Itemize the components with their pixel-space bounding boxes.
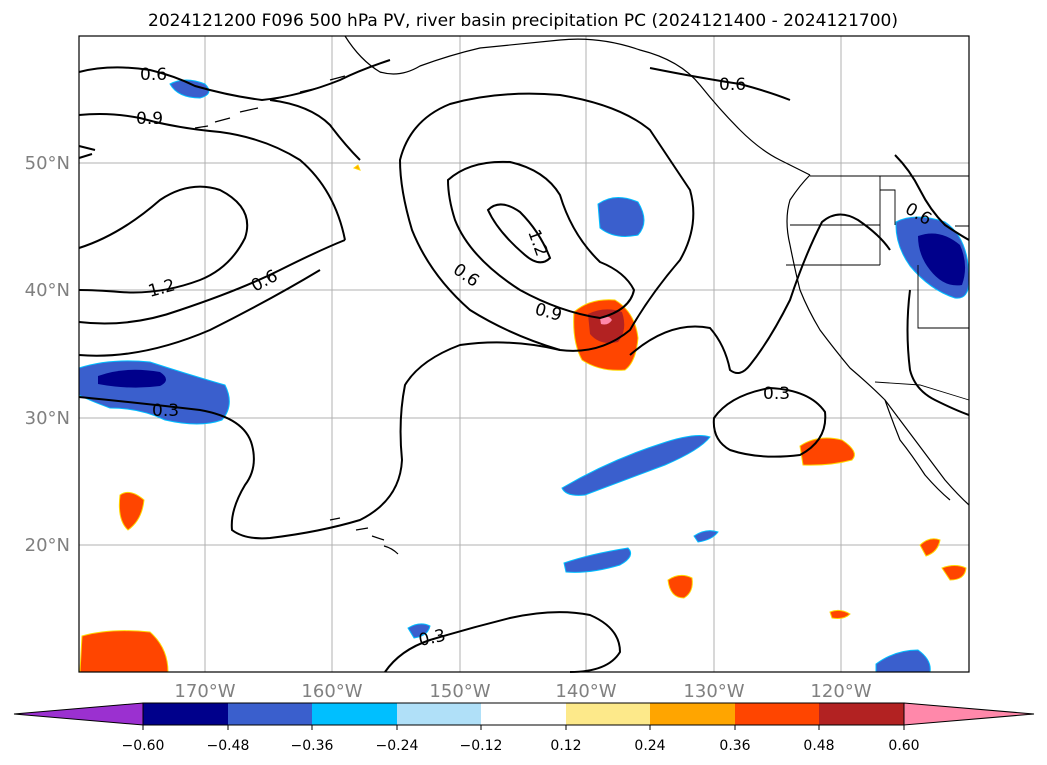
lon-label-150w: 150°W: [429, 681, 490, 702]
neg-patch-baja: [875, 649, 931, 673]
colorbar-segment-8: [735, 703, 819, 725]
pos-patch-small-3: [941, 565, 967, 581]
contour-0.3-west: [78, 341, 561, 540]
contour-label-10: 0.3: [152, 401, 179, 421]
contour-0.3-east-loop: [712, 386, 827, 458]
colorbar-segment-2: [228, 703, 312, 725]
state-ca-nv: [879, 176, 969, 329]
colorbar-tick-labels: −0.60 −0.48 −0.36 −0.24 −0.12 0.12 0.24 …: [122, 738, 920, 754]
pos-patch-west-small: [118, 491, 145, 531]
colorbar-tick-label-5: −0.12: [460, 738, 503, 754]
neg-patch-small-band: [563, 547, 632, 573]
lon-label-160w: 160°W: [301, 681, 362, 702]
colorbar-tick-label-7: 0.24: [634, 738, 665, 754]
colorbar-frame: [142, 702, 905, 726]
contour-central-0.6-drop: [629, 213, 891, 375]
lat-label-50: 50°N: [25, 153, 70, 174]
hawaii-islands: [329, 517, 399, 555]
contour-central-0.6-outer: [398, 92, 695, 352]
colorbar-segment-7: [650, 703, 735, 725]
latitude-labels: 50°N 40°N 30°N 20°N: [25, 153, 70, 556]
pos-patch-tiny-dot: [352, 164, 361, 171]
political-boundaries: [786, 175, 970, 401]
north-america-coast: [786, 174, 970, 506]
colorbar-segment-4: [397, 703, 481, 725]
neg-patch-small-south: [407, 623, 431, 639]
lon-label-170w: 170°W: [174, 681, 235, 702]
contour-central-0.9: [446, 160, 636, 320]
colorbar-tick-label-1: −0.60: [122, 738, 165, 754]
colorbar-segment-1: [143, 703, 228, 725]
mexico-border: [874, 381, 970, 401]
colorbar-tick-label-6: 0.12: [550, 738, 581, 754]
contour-label-2: 0.9: [136, 109, 163, 129]
contour-central-0.6: [269, 99, 361, 161]
pos-patch-hawaii-ne: [667, 574, 693, 599]
contour-0.6-north: [78, 59, 391, 102]
neg-patch-nw-us-core: [918, 233, 966, 286]
colorbar-tick-label-10: 0.60: [888, 738, 919, 754]
contour-label-11: 0.3: [763, 384, 790, 404]
state-idaho: [880, 189, 969, 227]
contour-0.6-west-loop: [78, 269, 321, 357]
colorbar-tick-label-3: −0.36: [291, 738, 334, 754]
colorbar-ticks: [142, 725, 905, 730]
colorbar-tick-label-9: 0.48: [803, 738, 834, 754]
lat-label-30: 30°N: [25, 408, 70, 429]
neg-patch-gulf: [597, 197, 645, 237]
colorbar-extend-left: [13, 702, 144, 726]
colorbar-tick-label-2: −0.48: [207, 738, 250, 754]
pv-contours: [78, 59, 970, 673]
contour-0.9-outer: [78, 113, 346, 241]
colorbar-segment-3: [312, 703, 397, 725]
pos-patch-sw: [79, 630, 169, 673]
colorbar-extend-right: [903, 702, 1035, 726]
contour-label-1: 0.6: [140, 65, 167, 85]
contour-0.6-north-east: [649, 67, 791, 101]
contour-0.9-west-loop: [78, 239, 346, 325]
colorbar-segment-6: [566, 703, 650, 725]
neg-patch-aleutian: [169, 79, 210, 99]
colorbar-segment-9: [819, 703, 904, 725]
neg-patch-tiny: [693, 530, 719, 543]
map-border: [78, 35, 970, 673]
colorbar-tick-label-4: −0.24: [376, 738, 419, 754]
colorbar-tick-label-8: 0.36: [719, 738, 750, 754]
map-title: 2024121200 F096 500 hPa PV, river basin …: [148, 11, 898, 31]
contour-label-3: 0.6: [719, 75, 746, 95]
contour-0.3-south: [384, 611, 622, 673]
lat-label-40: 40°N: [25, 280, 70, 301]
pos-patch-small-1: [829, 609, 851, 619]
lat-label-20: 20°N: [25, 535, 70, 556]
lon-label-120w: 120°W: [810, 681, 871, 702]
neg-patch-west-core: [98, 369, 166, 388]
contour-0.9-west: [78, 145, 96, 159]
negative-precip-shading: [78, 79, 970, 673]
neg-patch-band: [561, 435, 711, 496]
contour-east-edge: [894, 154, 970, 241]
lon-label-140w: 140°W: [555, 681, 616, 702]
lon-label-130w: 130°W: [683, 681, 744, 702]
alaska-coast: [344, 35, 811, 176]
contour-central-1.2: [486, 203, 552, 264]
contour-1.2-west: [78, 185, 249, 294]
colorbar: −0.60 −0.48 −0.36 −0.24 −0.12 0.12 0.24 …: [13, 702, 1035, 754]
pos-patch-central-peak: [600, 316, 612, 325]
pos-patch-small-2: [919, 538, 941, 557]
contour-east-coastal: [906, 289, 970, 416]
positive-precip-shading: [79, 164, 967, 673]
map-panel: [79, 36, 969, 672]
longitude-labels: 170°W 160°W 150°W 140°W 130°W 120°W: [174, 681, 871, 702]
colorbar-segment-5: [481, 703, 566, 725]
baja-coast: [884, 399, 951, 501]
